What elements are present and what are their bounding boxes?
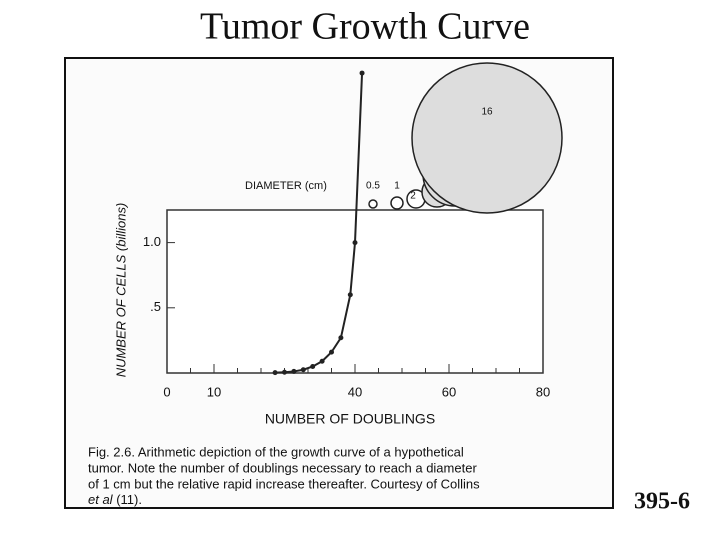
tumor-circle xyxy=(368,199,378,209)
caption-line: tumor. Note the number of doublings nece… xyxy=(88,460,477,475)
diameter-value: 2 xyxy=(410,190,416,201)
caption-line: Fig. 2.6. Arithmetic depiction of the gr… xyxy=(88,444,464,459)
diameter-value: 0.5 xyxy=(366,181,380,192)
x-tick-label: 80 xyxy=(536,384,550,399)
y-tick-label: .5 xyxy=(150,299,161,314)
caption-end: (11). xyxy=(113,492,142,507)
diameter-value: 1 xyxy=(394,181,400,192)
diameter-label: DIAMETER (cm) xyxy=(245,180,327,192)
slide-number: 395-6 xyxy=(634,489,690,515)
data-point xyxy=(310,363,316,369)
data-point xyxy=(319,358,325,364)
data-point xyxy=(352,240,358,246)
x-tick-label: 60 xyxy=(442,384,456,399)
x-tick-label: 10 xyxy=(207,384,221,399)
caption: Fig. 2.6. Arithmetic depiction of the gr… xyxy=(88,444,480,507)
tumor-circle xyxy=(390,196,404,210)
data-point xyxy=(359,70,365,76)
y-axis-label: NUMBER OF CELLS (billions) xyxy=(113,203,128,378)
caption-italic: et al xyxy=(88,492,114,507)
data-point xyxy=(272,370,278,376)
data-point xyxy=(300,367,306,373)
diameter-value: 16 xyxy=(481,106,493,117)
data-point xyxy=(347,292,353,298)
data-point xyxy=(291,368,297,374)
tumor-circle xyxy=(411,62,563,214)
caption-line: et al (11). xyxy=(88,492,142,507)
data-point xyxy=(338,335,344,341)
data-point xyxy=(282,369,287,375)
x-axis-label: NUMBER OF DOUBLINGS xyxy=(265,411,435,427)
x-tick-label: 40 xyxy=(348,384,362,399)
y-tick-label: 1.0 xyxy=(143,234,161,249)
x-tick-label: 0 xyxy=(163,384,170,399)
caption-line: of 1 cm but the relative rapid increase … xyxy=(88,476,480,491)
slide-title: Tumor Growth Curve xyxy=(200,6,530,48)
data-point xyxy=(329,349,334,355)
